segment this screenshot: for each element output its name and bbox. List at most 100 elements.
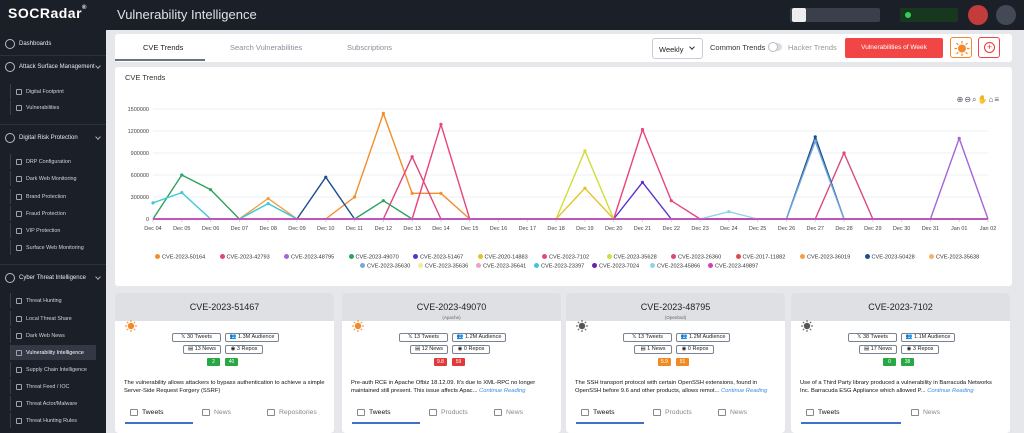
vulnerabilities-of-week-button[interactable]: Vulnerabilities of Week bbox=[845, 38, 943, 58]
news-count[interactable]: ▤ 13 News bbox=[183, 345, 221, 354]
x-tick-label: Dec 07 bbox=[231, 226, 248, 232]
legend-item[interactable]: CVE-2023-36019 bbox=[800, 254, 850, 261]
chart-toolbar[interactable]: ⊕⊖⌕✋⌂≡ bbox=[956, 95, 1000, 104]
card-tab-news[interactable]: News bbox=[494, 409, 523, 416]
socradar-logo[interactable]: SOCRadar® bbox=[8, 5, 87, 21]
legend-item[interactable]: CVE-2023-42793 bbox=[219, 254, 270, 261]
card-cve-id[interactable]: CVE-2023-49070 bbox=[416, 302, 487, 312]
card-tab-tweets[interactable]: Tweets bbox=[581, 409, 615, 416]
card-tab-news[interactable]: News bbox=[911, 409, 940, 416]
card-tab-tweets[interactable]: Tweets bbox=[357, 409, 391, 416]
divider bbox=[0, 124, 106, 125]
legend-item[interactable]: CVE-2023-23397 bbox=[534, 263, 584, 270]
tweets-count[interactable]: 𝕏 38 Tweets bbox=[848, 333, 897, 342]
company-profile-menu[interactable] bbox=[790, 8, 880, 22]
add-button[interactable]: + bbox=[978, 37, 1000, 58]
tab-subscriptions[interactable]: Subscriptions bbox=[347, 43, 393, 52]
notifications-icon[interactable] bbox=[968, 5, 988, 25]
news-count[interactable]: ▤ 12 News bbox=[410, 345, 448, 354]
legend-item[interactable]: CVE-2023-51467 bbox=[413, 254, 463, 261]
products-icon bbox=[653, 409, 661, 416]
legend-item[interactable]: CVE-2023-7102 bbox=[542, 254, 589, 261]
continue-reading-link[interactable]: Continue Reading bbox=[720, 388, 768, 394]
sidebar-item-drp-configuration[interactable]: DRP Configuration bbox=[10, 154, 96, 169]
vulnerabilities-icon bbox=[16, 104, 22, 111]
sidebar-item-local-threat-share[interactable]: Local Threat Share bbox=[10, 311, 96, 326]
sidebar-item-threat-feed[interactable]: Threat Feed / IOC bbox=[10, 379, 96, 394]
repos-count[interactable]: ◉ 0 Repos bbox=[452, 345, 490, 354]
news-count[interactable]: ▤ 1 News bbox=[634, 345, 672, 354]
sidebar-item-surface-web-monitoring[interactable]: Surface Web Monitoring bbox=[10, 240, 96, 255]
sidebar-item-cyber-threat-intelligence[interactable]: Cyber Threat Intelligence bbox=[0, 268, 106, 288]
tab-cve-trends[interactable]: CVE Trends bbox=[143, 43, 184, 52]
sidebar-item-threat-hunting-rules[interactable]: Threat Hunting Rules bbox=[10, 413, 96, 428]
tab-search-vulnerabilities[interactable]: Search Vulnerabilities bbox=[230, 43, 303, 52]
tweets-count[interactable]: 𝕏 30 Tweets bbox=[172, 333, 221, 342]
trends-toggle[interactable] bbox=[768, 42, 782, 52]
legend-item[interactable]: CVE-2023-35641 bbox=[476, 263, 526, 270]
legend-item[interactable]: CVE-2023-50164 bbox=[155, 254, 205, 261]
legend-item[interactable]: CVE-2023-49897 bbox=[708, 263, 758, 270]
tweets-icon bbox=[806, 409, 814, 416]
sidebar-item-dashboards[interactable]: Dashboards bbox=[0, 34, 106, 54]
sidebar-item-vulnerability-intelligence[interactable]: Vulnerability Intelligence bbox=[10, 345, 96, 360]
repos-count[interactable]: ◉ 3 Repos bbox=[901, 345, 939, 354]
repos-count[interactable]: ◉ 3 Repos bbox=[225, 345, 263, 354]
period-select[interactable]: Weekly bbox=[652, 38, 703, 59]
x-tick-label: Dec 04 bbox=[144, 226, 161, 232]
sidebar-item-threat-hunting[interactable]: Threat Hunting bbox=[10, 293, 96, 308]
x-tick-label: Jan 02 bbox=[980, 226, 997, 232]
sidebar-item-digital-footprint[interactable]: Digital Footprint bbox=[10, 84, 96, 99]
legend-item[interactable]: CVE-2023-49070 bbox=[348, 254, 399, 261]
legend-item[interactable]: CVE-2023-35638 bbox=[929, 254, 979, 261]
sidebar-item-vulnerabilities[interactable]: Vulnerabilities bbox=[10, 100, 96, 115]
legend-marker bbox=[864, 254, 870, 259]
sidebar-item-digital-risk[interactable]: Digital Risk Protection bbox=[0, 128, 106, 148]
sidebar-item-attack-surface[interactable]: Attack Surface Management bbox=[0, 57, 106, 77]
news-icon bbox=[718, 409, 726, 416]
sidebar-item-brand-protection[interactable]: Brand Protection bbox=[10, 189, 96, 204]
y-tick-label: 900000 bbox=[131, 151, 149, 157]
legend-item[interactable]: CVE-2023-50428 bbox=[864, 254, 915, 261]
card-cve-id[interactable]: CVE-2023-51467 bbox=[189, 302, 260, 312]
series-point bbox=[583, 149, 587, 153]
legend-item[interactable]: CVE-2023-35628 bbox=[606, 254, 657, 261]
card-tab-tweets[interactable]: Tweets bbox=[806, 409, 840, 416]
series-point bbox=[640, 127, 645, 132]
repos-count[interactable]: ◉ 0 Repos bbox=[676, 345, 714, 354]
tweets-count[interactable]: 𝕏 13 Tweets bbox=[399, 333, 448, 342]
card-tab-products[interactable]: Products bbox=[653, 409, 692, 416]
news-count[interactable]: ▤ 17 News bbox=[859, 345, 897, 354]
card-tab-repositories[interactable]: Repositories bbox=[267, 409, 317, 416]
continue-reading-link[interactable]: Continue Reading bbox=[927, 388, 974, 394]
card-tab-news[interactable]: News bbox=[718, 409, 747, 416]
legend-item[interactable]: CVE-2023-35636 bbox=[418, 263, 468, 270]
sidebar-item-fraud-protection[interactable]: Fraud Protection bbox=[10, 206, 96, 221]
legend-item[interactable]: CVE-2023-48795 bbox=[284, 254, 334, 261]
legend-item[interactable]: CVE-2023-45866 bbox=[650, 263, 700, 270]
x-tick-label: Dec 30 bbox=[893, 226, 910, 232]
sidebar-item-threat-actor[interactable]: Threat Actor/Malware bbox=[10, 396, 96, 411]
bug-filter-button[interactable] bbox=[950, 37, 972, 58]
continue-reading-link[interactable]: Continue Reading bbox=[479, 388, 526, 394]
card-tab-tweets[interactable]: Tweets bbox=[130, 409, 164, 416]
card-tab-label: News bbox=[214, 409, 231, 416]
legend-item[interactable]: CVE-2023-26360 bbox=[671, 254, 721, 261]
card-tab-news[interactable]: News bbox=[202, 409, 231, 416]
legend-item[interactable]: CVE-2017-11882 bbox=[735, 254, 785, 261]
card-cve-id[interactable]: CVE-2023-48795 bbox=[640, 302, 711, 312]
tweets-icon bbox=[581, 409, 589, 416]
sidebar-item-dark-web-monitoring[interactable]: Dark Web Monitoring bbox=[10, 171, 96, 186]
card-tab-products[interactable]: Products bbox=[429, 409, 468, 416]
tweets-count[interactable]: 𝕏 13 Tweets bbox=[623, 333, 672, 342]
sidebar-item-vip-protection[interactable]: VIP Protection bbox=[10, 223, 96, 238]
sidebar-item-dark-web-news[interactable]: Dark Web News bbox=[10, 328, 96, 343]
card-cve-id[interactable]: CVE-2023-7102 bbox=[868, 302, 933, 312]
sidebar-item-supply-chain-intelligence[interactable]: Supply Chain Intelligence bbox=[10, 362, 96, 377]
series-point bbox=[180, 191, 184, 195]
user-avatar[interactable] bbox=[996, 5, 1016, 25]
status-indicator[interactable] bbox=[900, 8, 958, 22]
legend-item[interactable]: CVE-2023-7024 bbox=[592, 263, 639, 270]
legend-item[interactable]: CVE-2023-35630 bbox=[360, 263, 410, 270]
legend-item[interactable]: CVE-2020-14883 bbox=[477, 254, 528, 261]
